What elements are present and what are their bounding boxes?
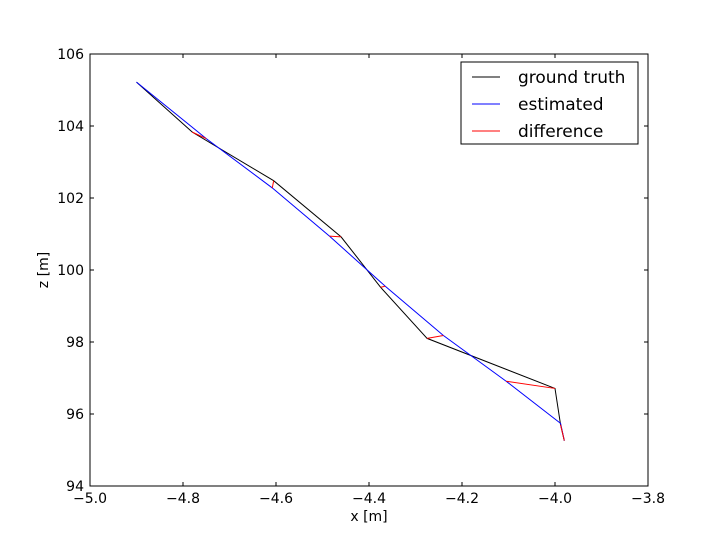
difference-segment [506, 380, 556, 389]
legend: ground truth estimated difference [460, 61, 639, 145]
difference-segment [329, 235, 342, 238]
y-tick-label: 102 [57, 191, 84, 207]
x-tick-label: −4.0 [538, 491, 572, 507]
y-tick-label: 96 [66, 407, 84, 423]
legend-label-difference: difference [518, 122, 603, 142]
x-tick-label: −5.0 [73, 491, 107, 507]
difference-segment [560, 424, 565, 441]
x-tick-label: −4.6 [259, 491, 293, 507]
legend-box [460, 61, 639, 145]
x-tick-label: −4.8 [166, 491, 200, 507]
y-tick-label: 100 [57, 263, 84, 279]
x-axis-label: x [m] [350, 509, 387, 525]
y-tick-label: 98 [66, 335, 84, 351]
legend-label-ground-truth: ground truth [518, 68, 625, 88]
difference-segment [427, 335, 444, 339]
y-axis-label: z [m] [36, 252, 52, 288]
x-tick-label: −4.4 [352, 491, 386, 507]
y-tick-label: 104 [57, 119, 84, 135]
y-tick-label: 94 [66, 479, 84, 495]
y-tick-label: 106 [57, 47, 84, 63]
legend-label-estimated: estimated [518, 95, 604, 115]
x-tick-label: −4.2 [445, 491, 479, 507]
difference-segment [192, 131, 207, 140]
difference-segment [380, 285, 386, 288]
difference-segment [271, 180, 275, 189]
x-tick-label: −3.8 [631, 491, 665, 507]
